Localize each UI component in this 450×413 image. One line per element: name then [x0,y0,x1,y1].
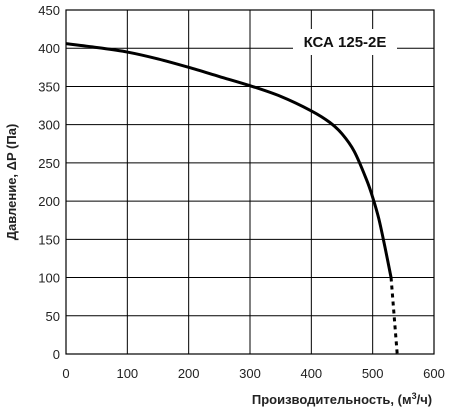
x-tick-label-200: 200 [178,366,200,381]
y-tick-label-350: 350 [38,79,60,94]
x-tick-label-300: 300 [239,366,261,381]
y-tick-labels: 0 50 100 150 200 250 300 350 400 450 [38,3,60,362]
series-line-extrapolated [389,277,399,355]
y-tick-label-400: 400 [38,41,60,56]
x-tick-label-600: 600 [423,366,445,381]
x-axis-label: Производительность, (м3/ч) [252,391,432,407]
x-axis-label-end: /ч) [417,392,433,407]
x-tick-label-400: 400 [300,366,322,381]
x-tick-labels: 0 100 200 300 400 500 600 [62,366,444,381]
y-tick-label-100: 100 [38,271,60,286]
chart-title: КСА 125-2Е [304,34,387,51]
x-axis-label-superscript: 3 [412,391,417,401]
y-tick-label-0: 0 [53,347,60,362]
y-axis-label: Давление, ΔP (Па) [4,124,19,241]
y-tick-label-150: 150 [38,232,60,247]
y-tick-label-200: 200 [38,194,60,209]
y-tick-label-450: 450 [38,3,60,18]
y-tick-label-250: 250 [38,156,60,171]
x-tick-label-0: 0 [62,366,69,381]
grid [65,9,435,355]
x-tick-label-100: 100 [116,366,138,381]
x-axis-label-main: Производительность, (м [252,392,412,407]
series-group [65,42,399,355]
series-line-main [65,42,393,278]
y-tick-label-50: 50 [46,309,60,324]
chart-title-background [293,29,397,55]
plot-frame [65,9,435,355]
y-tick-label-300: 300 [38,118,60,133]
x-tick-label-500: 500 [362,366,384,381]
